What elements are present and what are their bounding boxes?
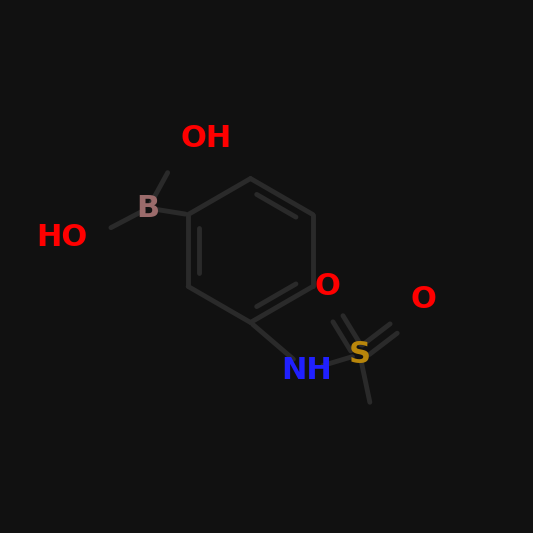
Text: O: O	[410, 286, 437, 314]
Text: NH: NH	[281, 356, 332, 385]
Text: S: S	[349, 340, 371, 369]
Text: OH: OH	[180, 124, 231, 154]
Text: O: O	[315, 272, 341, 301]
Text: HO: HO	[37, 223, 88, 252]
Text: B: B	[136, 193, 160, 223]
